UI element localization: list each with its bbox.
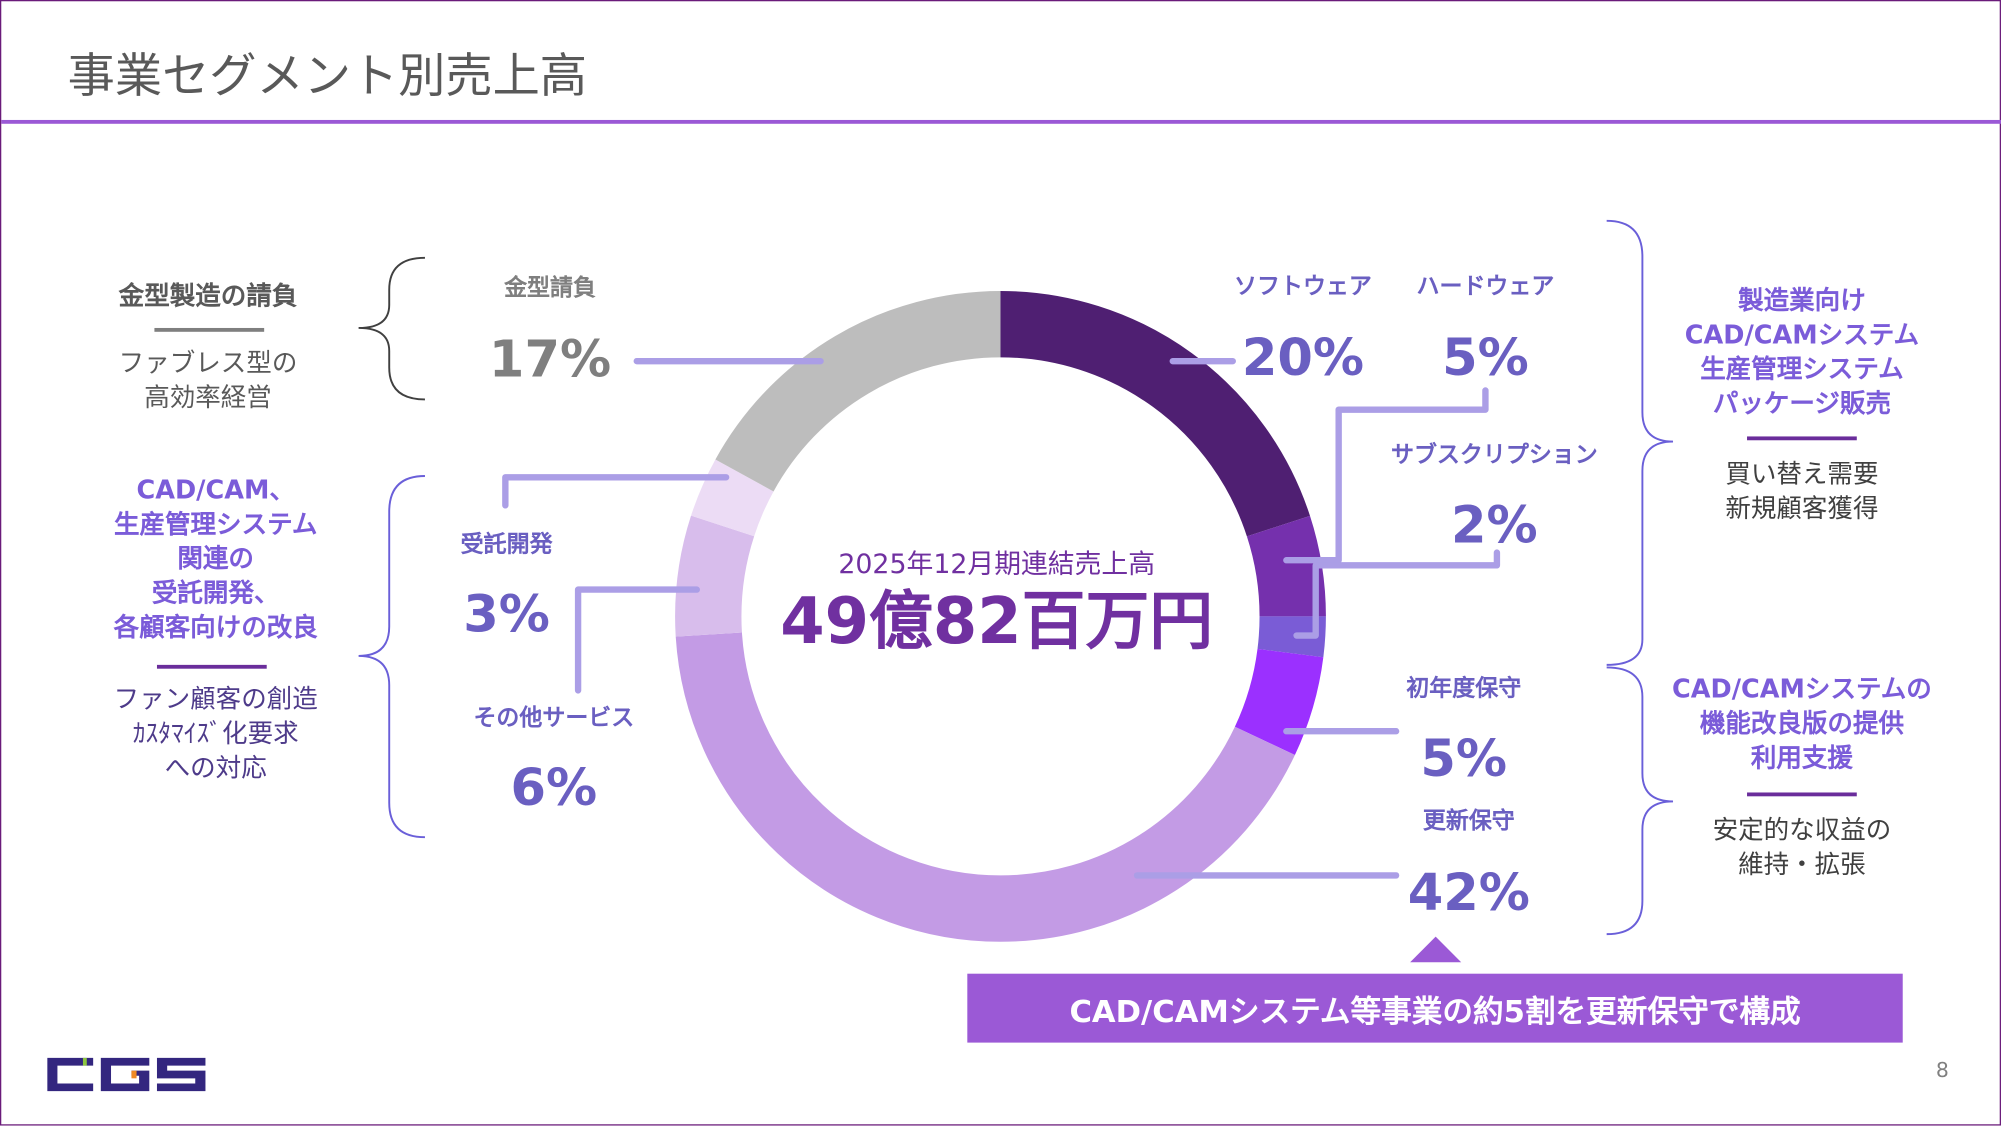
title-line: CAD/CAMシステム bbox=[1684, 319, 1920, 350]
divider bbox=[156, 664, 267, 669]
donut-slice-4 bbox=[675, 290, 1326, 942]
donut-slice-5 bbox=[675, 290, 1326, 942]
title-line: 生産管理システム bbox=[1700, 353, 1904, 385]
pct-first-year: 5% bbox=[1420, 729, 1508, 789]
desc-line: 安定的な収益の bbox=[1712, 814, 1892, 845]
brace-left-1 bbox=[358, 256, 425, 401]
maintenance-desc: 安定的な収益の 維持・拡張 bbox=[1713, 813, 1892, 882]
leader-line-subscription bbox=[1293, 549, 1501, 639]
desc-line: 維持・拡張 bbox=[1738, 848, 1866, 880]
label-other: その他サービス bbox=[473, 704, 635, 732]
pct-hardware: 5% bbox=[1442, 329, 1529, 388]
label-contract: 受託開発 bbox=[460, 530, 553, 558]
pct-software: 20% bbox=[1241, 329, 1365, 388]
label-hardware: ハードウェア bbox=[1416, 273, 1555, 300]
title-line: 関連の bbox=[177, 542, 254, 574]
pct-subscription: 2% bbox=[1451, 496, 1538, 556]
divider bbox=[154, 327, 265, 332]
leader-line-contract bbox=[502, 474, 730, 509]
desc-line: 高効率経営 bbox=[144, 381, 272, 413]
donut-slice-1 bbox=[675, 290, 1326, 942]
label-mold: 金型請負 bbox=[504, 274, 596, 302]
title-line: パッケージ販売 bbox=[1712, 387, 1891, 419]
page-title: 事業セグメント別売上高 bbox=[67, 48, 588, 104]
label-first-year: 初年度保守 bbox=[1406, 675, 1522, 702]
mold-title: 金型製造の請負 bbox=[118, 280, 298, 311]
title-line: 生産管理システム bbox=[113, 508, 318, 540]
header-divider bbox=[1, 119, 2001, 124]
label-subscription: サブスクリプション bbox=[1390, 441, 1598, 469]
contract-title: CAD/CAM、 生産管理システム 関連の 受託開発、 各顧客向けの改良 bbox=[114, 473, 318, 645]
total-sales-subtitle: 2025年12月期連結売上高 bbox=[838, 548, 1156, 580]
package-title: 製造業向け CAD/CAMシステム 生産管理システム パッケージ販売 bbox=[1685, 283, 1919, 421]
title-line: 利用支援 bbox=[1750, 742, 1853, 773]
total-sales-value: 49億82百万円 bbox=[780, 584, 1214, 659]
brace-right-1 bbox=[1606, 219, 1674, 666]
pointer-triangle bbox=[1410, 936, 1462, 963]
title-line: CAD/CAM、 bbox=[136, 474, 295, 505]
desc-line: ファン顧客の創造 bbox=[113, 683, 318, 715]
label-software: ソフトウェア bbox=[1234, 273, 1372, 300]
pct-mold: 17% bbox=[488, 330, 612, 390]
contract-desc: ファン顧客の創造 ｶｽﾀﾏｲｽﾞ化要求 への対応 bbox=[114, 682, 318, 785]
brace-left-2 bbox=[358, 475, 425, 839]
donut-slice-7 bbox=[675, 290, 1326, 942]
pct-contract: 3% bbox=[463, 585, 550, 645]
leader-line-other bbox=[574, 586, 700, 694]
leader-line-hardware bbox=[1283, 387, 1489, 564]
maintenance-title: CAD/CAMシステムの 機能改良版の提供 利用支援 bbox=[1672, 672, 1932, 775]
title-line: CAD/CAMシステムの bbox=[1672, 673, 1932, 704]
page-number: 8 bbox=[1935, 1057, 1949, 1083]
title-line: 機能改良版の提供 bbox=[1699, 707, 1905, 739]
title-line: 製造業向け bbox=[1738, 284, 1866, 316]
desc-line: への対応 bbox=[164, 752, 267, 783]
pct-other: 6% bbox=[510, 759, 598, 819]
desc-line: ｶｽﾀﾏｲｽﾞ化要求 bbox=[132, 717, 299, 749]
desc-line: 新規顧客獲得 bbox=[1725, 492, 1879, 524]
divider bbox=[1747, 436, 1857, 441]
label-renewal: 更新保守 bbox=[1422, 807, 1515, 835]
summary-banner: CAD/CAMシステム等事業の約5割を更新保守で構成 bbox=[967, 973, 1903, 1043]
pct-renewal: 42% bbox=[1407, 863, 1530, 923]
title-line: 各顧客向けの改良 bbox=[113, 611, 318, 643]
brace-right-2 bbox=[1606, 666, 1674, 936]
cgs-logo bbox=[47, 1057, 206, 1092]
mold-desc: ファブレス型の 高効率経営 bbox=[119, 346, 298, 415]
package-desc: 買い替え需要 新規顧客獲得 bbox=[1725, 457, 1878, 526]
title-line: 受託開発、 bbox=[151, 577, 280, 609]
desc-line: ファブレス型の bbox=[118, 347, 298, 378]
divider bbox=[1747, 792, 1857, 797]
desc-line: 買い替え需要 bbox=[1725, 458, 1879, 489]
